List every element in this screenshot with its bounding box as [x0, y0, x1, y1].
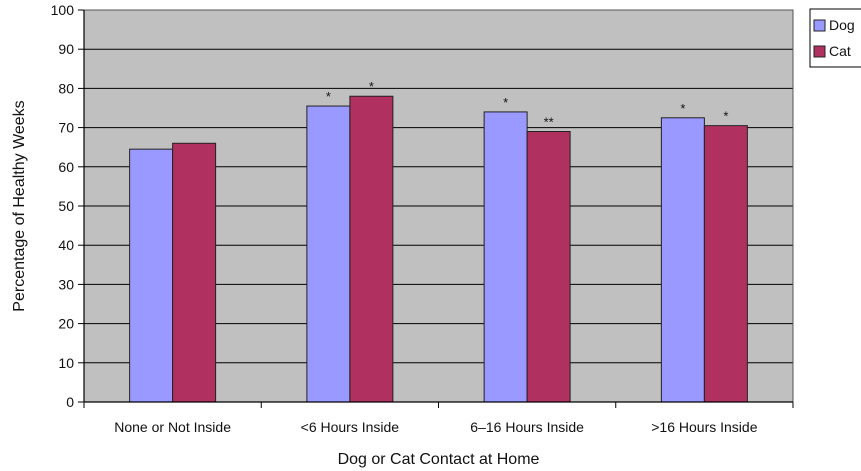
y-tick-label: 60 — [58, 159, 74, 175]
significance-marker: * — [326, 89, 331, 104]
bar-cat-0 — [172, 142, 217, 403]
y-tick-label: 90 — [58, 41, 74, 57]
y-tick-label: 10 — [58, 355, 74, 371]
y-tick-label: 20 — [58, 316, 74, 332]
y-tick-label: 50 — [58, 198, 74, 214]
bar-cat-3 — [703, 125, 748, 403]
significance-marker: ** — [544, 115, 554, 130]
y-tick-label: 30 — [58, 276, 74, 292]
legend-label-dog: Dog — [829, 17, 855, 33]
x-tick-label: 6–16 Hours Inside — [470, 419, 584, 435]
y-axis-title: Percentage of Healthy Weeks — [11, 100, 28, 311]
bar-cat-2 — [526, 131, 571, 403]
significance-marker: * — [369, 79, 374, 94]
x-axis-title: Dog or Cat Contact at Home — [338, 451, 540, 468]
x-tick-label: >16 Hours Inside — [651, 419, 757, 435]
x-tick-label: <6 Hours Inside — [301, 419, 400, 435]
axes: 0 10 20 30 40 50 60 70 80 90 100 None or Not Inside… — [51, 2, 794, 435]
y-tick-label: 40 — [58, 237, 74, 253]
legend: Dog Cat — [809, 8, 861, 68]
legend-swatch-dog — [813, 19, 826, 32]
legend-label-cat: Cat — [829, 43, 851, 59]
y-tick-label: 70 — [58, 120, 74, 136]
bar-dog-3 — [660, 117, 705, 403]
significance-marker: * — [680, 101, 685, 116]
bar-cat-1 — [349, 95, 394, 403]
bar-dog-1 — [306, 105, 351, 403]
bars: ******* — [129, 79, 748, 403]
y-tick-label: 100 — [51, 2, 75, 18]
y-tick-label: 0 — [66, 394, 74, 410]
y-tick-label: 80 — [58, 80, 74, 96]
significance-marker: * — [723, 109, 728, 124]
legend-swatch-cat — [813, 45, 826, 58]
x-tick-label: None or Not Inside — [114, 419, 231, 435]
significance-marker: * — [503, 95, 508, 110]
bar-dog-0 — [129, 148, 174, 403]
bar-dog-2 — [483, 111, 528, 403]
